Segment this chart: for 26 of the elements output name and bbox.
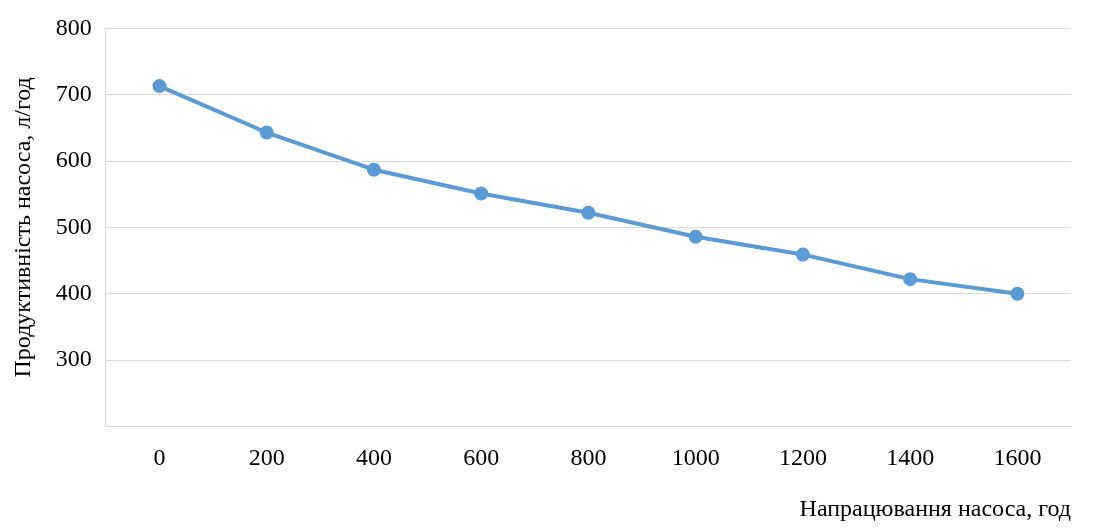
y-tick-label: 500 xyxy=(55,212,92,239)
y-tick-label: 400 xyxy=(55,279,92,306)
y-tick-label: 700 xyxy=(55,80,92,107)
x-tick-label: 600 xyxy=(463,444,500,471)
x-axis-title: Напрацювання насоса, год xyxy=(799,494,1071,521)
point xyxy=(795,247,810,262)
x-tick-label: 1000 xyxy=(671,444,720,471)
x-tick-label: 200 xyxy=(248,444,285,471)
point xyxy=(581,205,596,220)
x-tick-label: 0 xyxy=(153,444,166,471)
point xyxy=(474,186,489,201)
x-tick-label: 800 xyxy=(570,444,607,471)
x-tick-label: 400 xyxy=(355,444,392,471)
y-tick-label: 300 xyxy=(55,345,92,372)
point xyxy=(1010,286,1025,301)
point xyxy=(688,229,703,244)
point xyxy=(903,272,918,287)
x-tick-label: 1200 xyxy=(778,444,827,471)
y-axis-title: Продуктивність насоса, л/год xyxy=(8,77,35,378)
point xyxy=(152,79,167,94)
point xyxy=(366,162,381,177)
y-tick-label: 600 xyxy=(55,146,92,173)
x-tick-label: 1400 xyxy=(886,444,935,471)
x-tick-label: 1600 xyxy=(993,444,1042,471)
y-tick-label: 800 xyxy=(55,13,92,40)
point xyxy=(259,125,274,140)
